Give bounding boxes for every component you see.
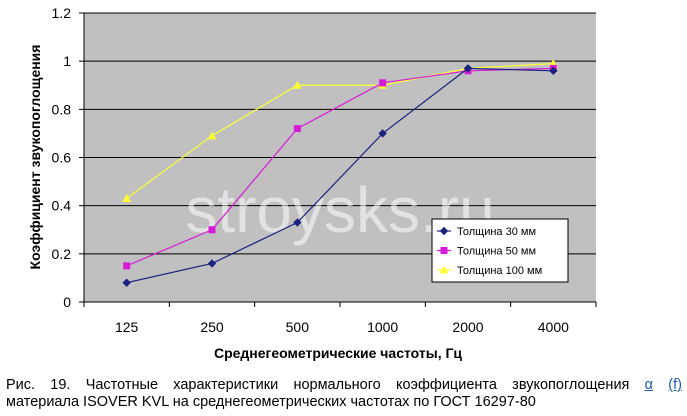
y-tick-label: 0.2: [52, 246, 72, 262]
caption-word: Частотные: [85, 377, 159, 393]
legend-label: Толщина 30 мм: [457, 226, 536, 238]
data-point: [293, 125, 301, 133]
caption-word: звукопоглощения: [512, 377, 630, 393]
data-point: [293, 218, 302, 227]
legend-box: [431, 218, 569, 283]
caption-line-1: Рис. 19. Частотные характеристики нормал…: [6, 377, 682, 394]
series-group: [122, 59, 558, 287]
series-line: [126, 67, 554, 284]
y-tick-labels: 0 0.2 0.4 0.6 0.8 1 1.2: [52, 5, 84, 310]
data-point: [292, 80, 302, 89]
caption-word: коэффициента: [395, 377, 497, 393]
data-point: [378, 129, 387, 138]
y-tick-label: 0.4: [52, 198, 72, 214]
data-point: [123, 262, 131, 270]
series-1: [122, 64, 558, 287]
figure-caption: Рис. 19. Частотные характеристики нормал…: [6, 377, 682, 411]
data-point: [463, 64, 473, 73]
y-tick-label: 1: [63, 53, 71, 69]
data-point: [549, 66, 558, 76]
x-axis-title: Среднегеометрические частоты, Гц: [214, 345, 462, 361]
series-line: [126, 62, 554, 199]
legend-label: Толщина 100 мм: [457, 265, 542, 277]
data-point: [208, 226, 216, 234]
data-point: [122, 278, 131, 287]
legend-marker: [440, 247, 448, 254]
caption-word: нормального: [293, 377, 381, 393]
data-point: [122, 193, 132, 202]
x-tick-label: 1000: [367, 319, 398, 335]
x-tick-label: 2000: [452, 319, 483, 335]
x-tick-label: 4000: [538, 319, 569, 335]
alpha-symbol: α: [644, 377, 654, 393]
x-tick-label: 500: [286, 319, 310, 335]
y-tick-label: 1.2: [52, 5, 72, 21]
x-tick-label: 250: [200, 319, 224, 335]
gridlines: [84, 12, 596, 255]
legend: Толщина 30 мм Толщина 50 мм Толщина 100 мм: [431, 218, 569, 283]
legend-marker: [439, 265, 449, 274]
caption-word: характеристики: [173, 377, 279, 393]
data-point: [207, 259, 217, 268]
caption-word: Рис.: [6, 377, 36, 393]
y-axis-title: Коэффициент звукопоглощения: [27, 45, 43, 270]
legend-marker: [439, 226, 449, 236]
legend-label: Толщина 50 мм: [457, 246, 536, 258]
chart: stroysks.ru 00.20.40.60.811.2 125 250 500 1…: [27, 5, 597, 361]
y-tick-label: 0.6: [52, 150, 72, 166]
caption-word: 19.: [50, 377, 71, 393]
y-tick-label: 0.8: [52, 101, 72, 117]
data-point: [207, 131, 217, 140]
x-tick-labels: 125 250 500 1000 2000 4000: [83, 302, 597, 335]
data-point: [379, 79, 387, 87]
x-tick-label: 125: [115, 319, 139, 335]
caption-function-arg: (f): [668, 377, 682, 393]
y-tick-label: 0: [63, 294, 71, 310]
caption-line-2: материала ISOVER KVL на среднегеометриче…: [6, 394, 536, 410]
series-line: [126, 67, 554, 267]
